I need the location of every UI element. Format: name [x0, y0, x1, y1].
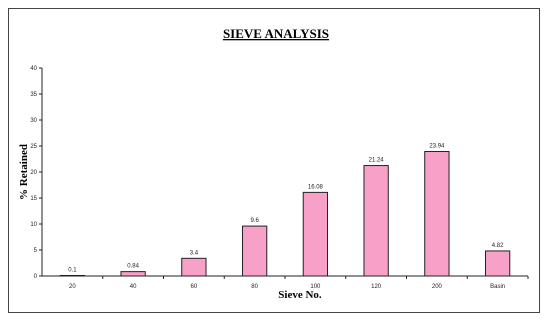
chart-frame — [8, 8, 540, 313]
bar-100 — [302, 191, 329, 277]
y-tick-label: 5 — [34, 248, 38, 254]
data-label: 0.84 — [127, 264, 139, 270]
axes — [41, 68, 528, 277]
x-tick-label: 40 — [130, 284, 137, 290]
y-tick-label: 30 — [30, 118, 37, 124]
y-axis-title: % Retained — [18, 144, 30, 200]
y-tick-label: 10 — [30, 222, 37, 228]
data-label: 3.4 — [190, 250, 199, 256]
x-tick-label: 60 — [191, 284, 198, 290]
chart-title: SIEVE ANALYSIS — [223, 26, 329, 41]
bar-80 — [241, 225, 268, 277]
y-tick-label: 15 — [30, 196, 37, 202]
data-label: 16.08 — [308, 184, 324, 190]
x-axis-title: Sieve No. — [278, 289, 322, 301]
y-axis-ticks: 0 5 10 15 20 25 30 35 40 — [30, 66, 42, 280]
data-label: 0.1 — [68, 267, 77, 273]
bar-60 — [181, 257, 207, 277]
x-tick-label: 100 — [310, 284, 321, 290]
data-labels: 0.1 0.84 3.4 9.6 16.08 21.24 23.94 4.82 — [68, 144, 504, 274]
x-tick-label: 120 — [371, 284, 382, 290]
y-tick-label: 25 — [30, 144, 37, 150]
y-tick-label: 40 — [30, 66, 37, 72]
data-label: 23.94 — [429, 144, 445, 150]
bar-20 — [59, 274, 86, 277]
x-tick-label: 20 — [69, 284, 76, 290]
x-tick-label: 200 — [432, 284, 443, 290]
y-tick-label: 20 — [30, 170, 37, 176]
x-tick-label: 80 — [251, 284, 258, 290]
data-label: 21.24 — [369, 158, 385, 164]
bar-120 — [363, 165, 389, 277]
y-tick-label: 35 — [30, 92, 37, 98]
x-axis-ticks: 20 40 60 80 100 120 200 Basin — [69, 276, 529, 290]
bar-40 — [120, 271, 146, 277]
bar-200 — [424, 151, 450, 277]
data-label: 9.6 — [250, 218, 259, 224]
x-tick-label: Basin — [490, 284, 505, 290]
bars — [59, 151, 511, 277]
bar-basin — [484, 250, 511, 277]
data-label: 4.82 — [492, 243, 504, 249]
y-tick-label: 0 — [34, 274, 38, 280]
